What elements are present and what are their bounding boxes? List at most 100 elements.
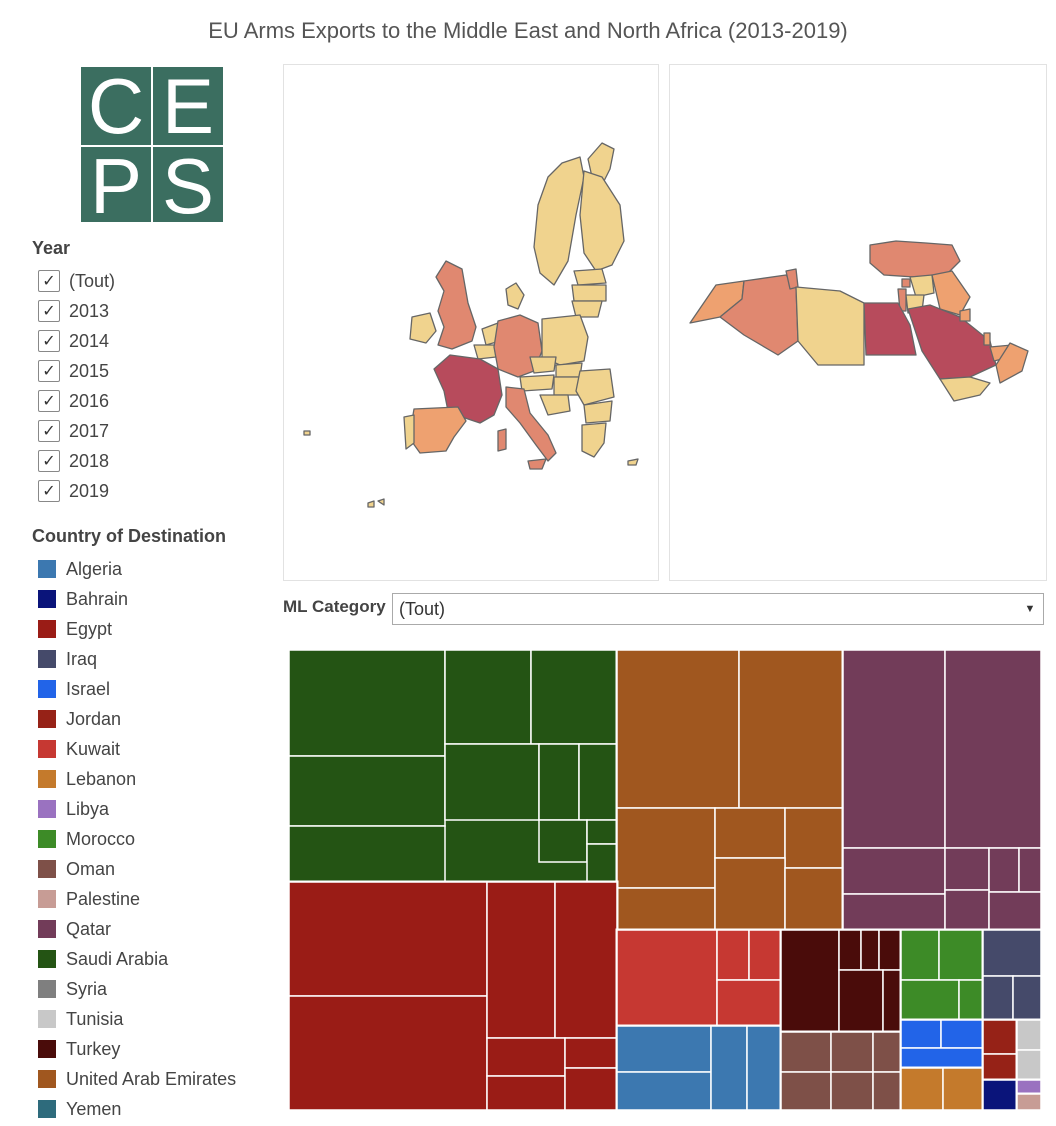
treemap-cell-qatar[interactable]: [944, 889, 990, 931]
checkbox-icon[interactable]: ✓: [38, 330, 60, 352]
treemap-cell-egypt[interactable]: [486, 1075, 566, 1111]
treemap-cell-qatar[interactable]: [1018, 847, 1042, 893]
legend-item[interactable]: Jordan: [38, 704, 236, 734]
treemap-cell-turkey[interactable]: [838, 969, 884, 1033]
treemap-cell-kuwait[interactable]: [716, 979, 782, 1027]
checkbox-icon[interactable]: ✓: [38, 300, 60, 322]
treemap-cell-turkey[interactable]: [838, 929, 862, 971]
legend-item[interactable]: Bahrain: [38, 584, 236, 614]
treemap-cell-turkey[interactable]: [882, 969, 902, 1033]
treemap-cell-egypt[interactable]: [486, 881, 556, 1039]
eu-exporter-map[interactable]: [283, 64, 659, 581]
checkbox-icon[interactable]: ✓: [38, 390, 60, 412]
year-option[interactable]: ✓ (Tout): [38, 266, 115, 296]
legend-item[interactable]: Qatar: [38, 914, 236, 944]
treemap-cell-united-arab-emirates[interactable]: [784, 807, 844, 869]
legend-item[interactable]: Iraq: [38, 644, 236, 674]
legend-item[interactable]: Yemen: [38, 1094, 236, 1124]
treemap-cell-qatar[interactable]: [988, 847, 1020, 893]
treemap-cell-qatar[interactable]: [842, 847, 946, 895]
treemap-cell-qatar[interactable]: [842, 893, 946, 931]
year-option[interactable]: ✓ 2013: [38, 296, 115, 326]
legend-item[interactable]: Palestine: [38, 884, 236, 914]
treemap-cell-lebanon[interactable]: [942, 1067, 984, 1111]
legend-item[interactable]: Syria: [38, 974, 236, 1004]
treemap-cell-united-arab-emirates[interactable]: [616, 807, 716, 889]
treemap-cell-united-arab-emirates[interactable]: [784, 867, 844, 931]
treemap-cell-oman[interactable]: [830, 1031, 874, 1073]
treemap-cell-united-arab-emirates[interactable]: [714, 857, 786, 931]
legend-item[interactable]: Saudi Arabia: [38, 944, 236, 974]
treemap-cell-kuwait[interactable]: [616, 929, 718, 1027]
treemap-cell-saudi-arabia[interactable]: [530, 649, 618, 745]
treemap-cell-algeria[interactable]: [616, 1025, 712, 1073]
treemap-cell-saudi-arabia[interactable]: [444, 649, 532, 745]
treemap-cell-tunisia[interactable]: [1016, 1019, 1042, 1051]
legend-item[interactable]: Morocco: [38, 824, 236, 854]
legend-item[interactable]: Kuwait: [38, 734, 236, 764]
treemap-cell-morocco[interactable]: [938, 929, 984, 981]
ml-category-dropdown[interactable]: (Tout) ▼: [392, 593, 1044, 625]
treemap-cell-libya[interactable]: [1016, 1079, 1042, 1095]
treemap-cell-turkey[interactable]: [878, 929, 902, 971]
treemap-cell-saudi-arabia[interactable]: [538, 743, 580, 821]
treemap-cell-jordan[interactable]: [982, 1019, 1018, 1055]
treemap-cell-saudi-arabia[interactable]: [444, 743, 540, 821]
treemap-cell-united-arab-emirates[interactable]: [714, 807, 786, 859]
treemap-cell-egypt[interactable]: [486, 1037, 566, 1077]
treemap-cell-bahrain[interactable]: [982, 1079, 1018, 1111]
treemap-cell-israel[interactable]: [900, 1019, 942, 1049]
legend-item[interactable]: Egypt: [38, 614, 236, 644]
year-option[interactable]: ✓ 2019: [38, 476, 115, 506]
treemap-cell-oman[interactable]: [872, 1071, 902, 1111]
treemap-cell-iraq[interactable]: [982, 975, 1014, 1021]
year-option[interactable]: ✓ 2017: [38, 416, 115, 446]
treemap-cell-qatar[interactable]: [988, 891, 1042, 931]
treemap-cell-united-arab-emirates[interactable]: [738, 649, 844, 809]
treemap-cell-israel[interactable]: [900, 1047, 984, 1069]
checkbox-icon[interactable]: ✓: [38, 450, 60, 472]
checkbox-icon[interactable]: ✓: [38, 420, 60, 442]
treemap-cell-saudi-arabia[interactable]: [538, 819, 588, 863]
treemap-cell-morocco[interactable]: [900, 929, 940, 981]
treemap-cell-qatar[interactable]: [944, 649, 1042, 849]
legend-item[interactable]: Oman: [38, 854, 236, 884]
treemap-cell-saudi-arabia[interactable]: [288, 649, 446, 757]
checkbox-icon[interactable]: ✓: [38, 360, 60, 382]
legend-item[interactable]: Turkey: [38, 1034, 236, 1064]
treemap-cell-qatar[interactable]: [842, 649, 946, 849]
treemap-cell-egypt[interactable]: [554, 881, 618, 1039]
legend-item[interactable]: Libya: [38, 794, 236, 824]
treemap-cell-oman[interactable]: [780, 1071, 832, 1111]
treemap-cell-iraq[interactable]: [1012, 975, 1042, 1021]
treemap-cell-israel[interactable]: [940, 1019, 984, 1049]
treemap-cell-saudi-arabia[interactable]: [586, 843, 618, 883]
legend-item[interactable]: Israel: [38, 674, 236, 704]
treemap-cell-morocco[interactable]: [900, 979, 960, 1021]
treemap-cell-oman[interactable]: [872, 1031, 902, 1073]
checkbox-icon[interactable]: ✓: [38, 480, 60, 502]
legend-item[interactable]: Tunisia: [38, 1004, 236, 1034]
treemap-cell-saudi-arabia[interactable]: [288, 825, 446, 883]
treemap-cell-united-arab-emirates[interactable]: [616, 887, 716, 931]
legend-item[interactable]: United Arab Emirates: [38, 1064, 236, 1094]
checkbox-icon[interactable]: ✓: [38, 270, 60, 292]
treemap-cell-egypt[interactable]: [288, 995, 488, 1111]
treemap-cell-saudi-arabia[interactable]: [578, 743, 618, 821]
treemap-cell-kuwait[interactable]: [748, 929, 782, 981]
treemap-cell-turkey[interactable]: [780, 929, 840, 1033]
treemap-cell-egypt[interactable]: [288, 881, 488, 997]
treemap-cell-iraq[interactable]: [982, 929, 1042, 977]
treemap-cell-algeria[interactable]: [710, 1025, 748, 1111]
treemap-cell-algeria[interactable]: [746, 1025, 782, 1111]
treemap-cell-palestine[interactable]: [1016, 1093, 1042, 1111]
treemap-cell-tunisia[interactable]: [1016, 1049, 1042, 1081]
legend-item[interactable]: Lebanon: [38, 764, 236, 794]
treemap-cell-jordan[interactable]: [982, 1053, 1018, 1081]
treemap-cell-morocco[interactable]: [958, 979, 984, 1021]
treemap-cell-saudi-arabia[interactable]: [586, 819, 618, 845]
legend-item[interactable]: Algeria: [38, 554, 236, 584]
year-option[interactable]: ✓ 2014: [38, 326, 115, 356]
year-option[interactable]: ✓ 2018: [38, 446, 115, 476]
treemap-cell-united-arab-emirates[interactable]: [616, 649, 740, 809]
